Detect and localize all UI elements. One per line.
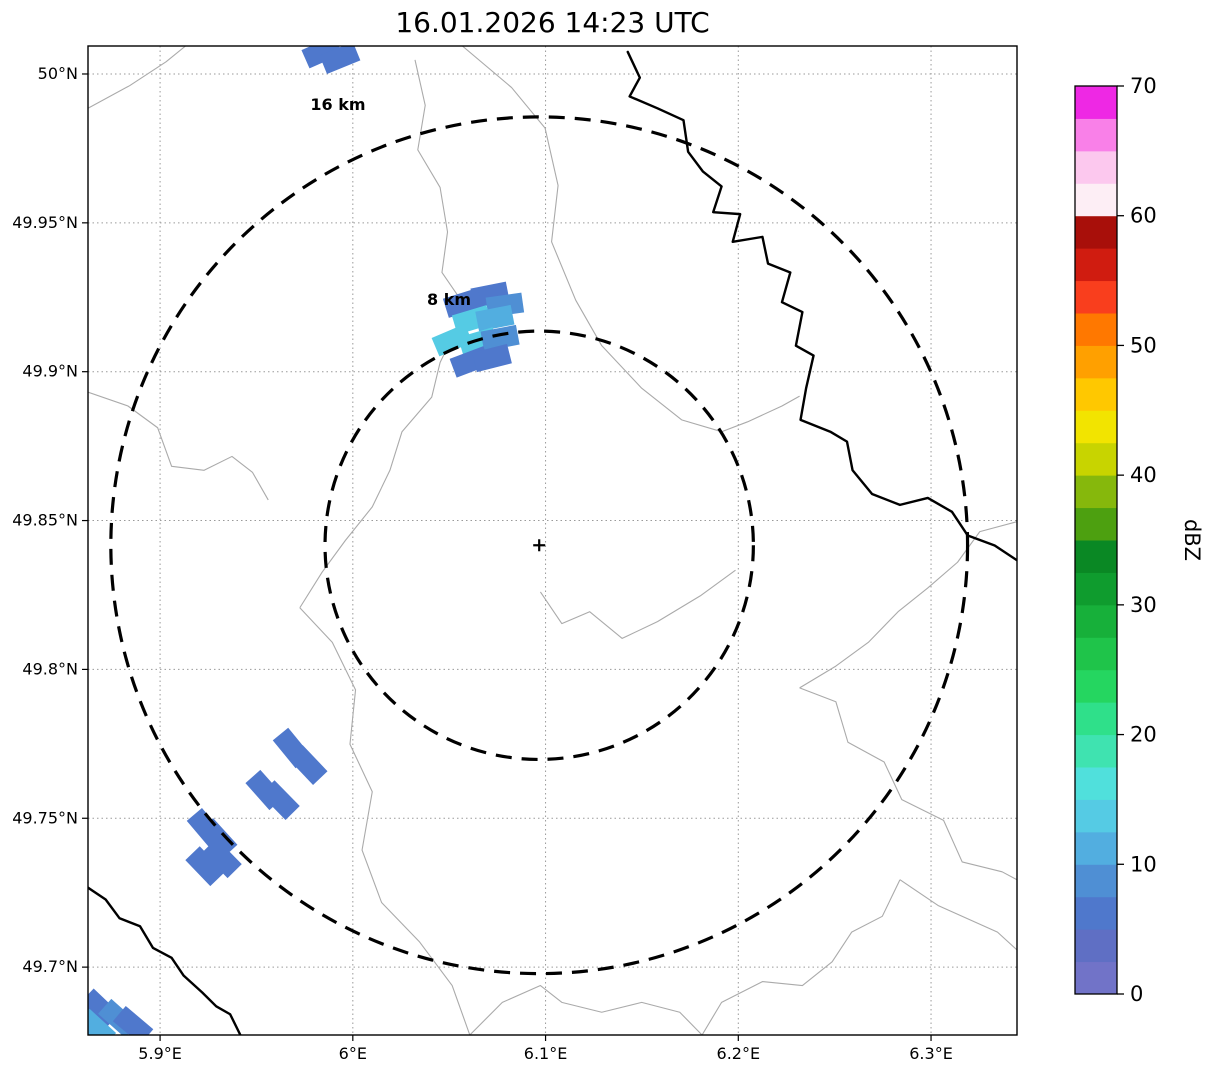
border-line xyxy=(299,607,471,1035)
radar-echo-cell xyxy=(475,304,515,332)
y-tick-label: 49.9°N xyxy=(22,362,78,381)
radar-echo-cell xyxy=(442,288,484,318)
x-tick-label: 6°E xyxy=(339,1044,367,1063)
x-tick-label: 6.1°E xyxy=(524,1044,568,1063)
colorbar-segment xyxy=(1075,248,1117,282)
x-tick-label: 6.2°E xyxy=(717,1044,761,1063)
colorbar-segment xyxy=(1075,929,1117,963)
radar-echo-cell xyxy=(185,846,225,887)
colorbar-tick-label: 30 xyxy=(1130,593,1157,617)
y-tick-label: 49.75°N xyxy=(12,808,78,827)
border-line xyxy=(701,879,901,1035)
colorbar-segment xyxy=(1075,215,1117,249)
colorbar-tick-label: 10 xyxy=(1130,852,1157,876)
y-tick-label: 49.8°N xyxy=(22,659,78,678)
colorbar-segment xyxy=(1075,377,1117,411)
radar-echo-cell xyxy=(431,323,473,357)
colorbar-frame xyxy=(1074,85,1118,995)
colorbar-tick-label: 20 xyxy=(1130,723,1157,747)
colorbar-tick-label: 60 xyxy=(1130,204,1157,228)
x-tick-label: 5.9°E xyxy=(138,1044,182,1063)
y-tick-label: 49.95°N xyxy=(12,213,78,232)
colorbar-segment xyxy=(1075,345,1117,379)
colorbar-segment xyxy=(1075,410,1117,444)
colorbar-segment xyxy=(1075,961,1117,995)
map-frame xyxy=(87,45,1018,1036)
colorbar-segment xyxy=(1075,896,1117,930)
colorbar-segment xyxy=(1075,475,1117,509)
colorbar-axis-label: dBZ xyxy=(1180,519,1204,561)
border-line xyxy=(799,687,1017,881)
colorbar-segment xyxy=(1075,280,1117,314)
colorbar-segment xyxy=(1075,604,1117,638)
radar-echo-cell xyxy=(319,46,361,74)
colorbar-segment xyxy=(1075,767,1117,800)
radar-echo-cell xyxy=(198,818,238,859)
border-line xyxy=(462,46,800,433)
river-line xyxy=(88,886,242,1035)
colorbar-segment xyxy=(1075,831,1117,865)
border-line xyxy=(539,569,736,639)
border-line xyxy=(88,46,186,109)
radar-echo-cell xyxy=(260,780,300,820)
radar-echo-cell xyxy=(480,324,520,352)
border-line xyxy=(299,59,463,609)
range-ring-label: 16 km xyxy=(310,95,365,114)
river-line xyxy=(626,50,1017,562)
range-ring-label: 8 km xyxy=(427,290,471,309)
colorbar-segment xyxy=(1075,864,1117,898)
colorbar-tick-label: 70 xyxy=(1130,74,1157,98)
colorbar-segment xyxy=(1075,540,1117,573)
colorbar-tick-label: 0 xyxy=(1130,982,1143,1006)
y-tick-label: 50°N xyxy=(38,64,78,83)
map-content: 8 km 16 km xyxy=(88,46,1017,1035)
border-line xyxy=(469,984,703,1035)
y-tick-label: 49.85°N xyxy=(12,511,78,530)
colorbar-segment xyxy=(1075,183,1117,217)
colorbar-tick-label: 40 xyxy=(1130,463,1157,487)
radar-echo-cell xyxy=(272,727,312,769)
colorbar-segment xyxy=(1075,734,1117,768)
radar-echo-cell xyxy=(202,838,242,879)
colorbar-segment xyxy=(1075,150,1117,184)
colorbar-segment xyxy=(1075,118,1117,152)
colorbar-segment xyxy=(1075,799,1117,833)
y-tick-label: 49.7°N xyxy=(22,957,78,976)
colorbar-segment xyxy=(1075,572,1117,606)
border-line xyxy=(799,521,1017,689)
colorbar-segment xyxy=(1075,86,1117,119)
colorbar-segment xyxy=(1075,507,1117,541)
radar-echo-cell xyxy=(301,46,343,69)
colorbar-segment xyxy=(1075,313,1117,346)
x-tick-label: 6.3°E xyxy=(909,1044,953,1063)
colorbar-segment xyxy=(1075,669,1117,703)
radar-echo-cell xyxy=(88,1008,117,1035)
range-ring-16km xyxy=(109,115,970,976)
colorbar-segment xyxy=(1075,637,1117,671)
figure-title: 16.01.2026 14:23 UTC xyxy=(395,6,710,39)
colorbar-segment xyxy=(1075,702,1117,736)
border-line xyxy=(899,879,1017,951)
colorbar-tick-label: 50 xyxy=(1130,333,1157,357)
colorbar-segment xyxy=(1075,442,1117,476)
radar-echo-cell xyxy=(472,343,512,373)
range-ring-8km xyxy=(323,329,755,762)
